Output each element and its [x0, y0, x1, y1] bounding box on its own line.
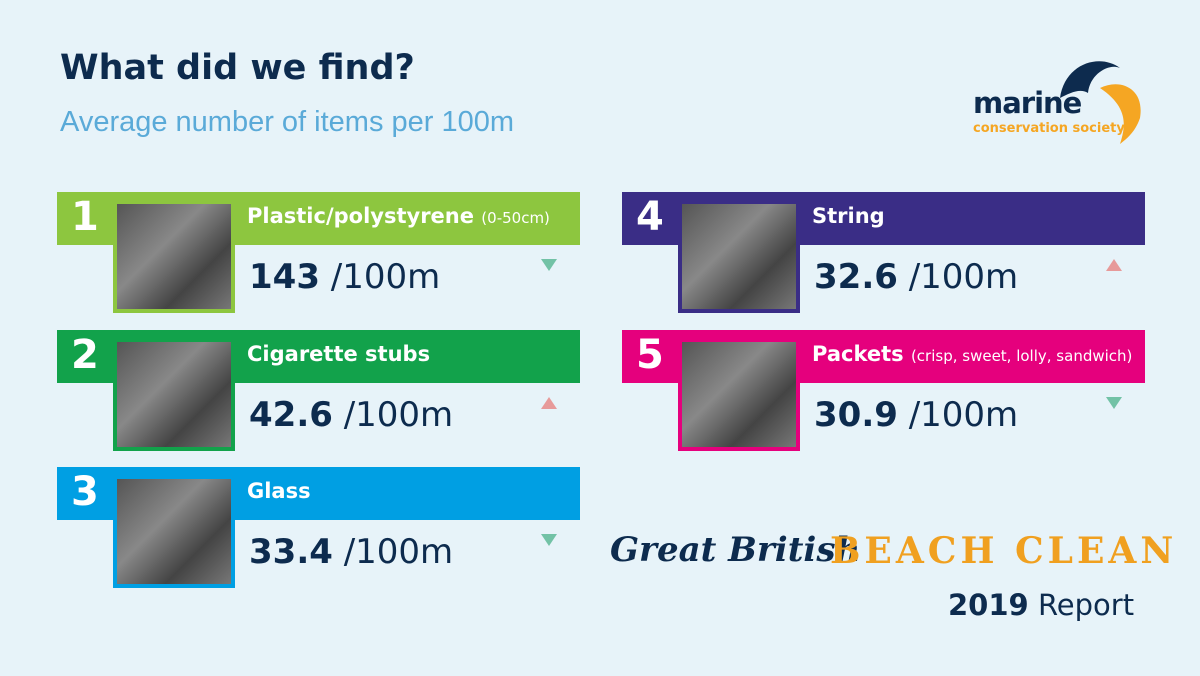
item-name-text: Plastic/polystyrene	[247, 204, 474, 228]
item-name: Plastic/polystyrene (0-50cm)	[247, 204, 550, 228]
footer-year: 2019	[948, 588, 1029, 622]
item-unit: /100m	[330, 257, 441, 297]
item-photo	[113, 338, 235, 451]
item-name-text: Glass	[247, 479, 311, 503]
item-value: 30.9 /100m	[814, 395, 1018, 435]
item-rank: 5	[636, 332, 664, 378]
item-rank: 1	[71, 194, 99, 240]
item-number: 30.9	[814, 395, 898, 435]
logo-dolphin	[1060, 61, 1141, 144]
footer-script: Great British	[610, 530, 861, 570]
item-name: Cigarette stubs	[247, 342, 430, 366]
item-number: 32.6	[814, 257, 898, 297]
trend-arrow	[541, 259, 557, 271]
trend-arrow	[1106, 259, 1122, 271]
item-photo	[678, 338, 800, 451]
item-value: 32.6 /100m	[814, 257, 1018, 297]
subtitle: Average number of items per 100m	[60, 106, 515, 138]
item-name: Glass	[247, 479, 311, 503]
trend-arrow	[541, 534, 557, 546]
item-number: 143	[249, 257, 320, 297]
trend-arrow	[541, 397, 557, 409]
title: What did we find?	[60, 48, 415, 88]
footer-event: BEACH CLEAN	[830, 530, 1178, 572]
item-rank: 2	[71, 332, 99, 378]
item-photo	[113, 475, 235, 588]
item-name-text: Packets	[812, 342, 904, 366]
trend-arrow	[1106, 397, 1122, 409]
footer-report-word: Report	[1037, 588, 1135, 622]
item-value: 33.4 /100m	[249, 532, 453, 572]
item-unit: /100m	[343, 395, 454, 435]
item-unit: /100m	[908, 395, 1019, 435]
logo-tagline: conservation society	[973, 121, 1125, 136]
item-rank: 3	[71, 469, 99, 515]
item-note: (crisp, sweet, lolly, sandwich)	[910, 347, 1133, 365]
footer-report: 2019 Report	[948, 588, 1134, 622]
item-name: String	[812, 204, 885, 228]
item-rank: 4	[636, 194, 664, 240]
logo-name: marine	[973, 86, 1082, 120]
item-name: Packets (crisp, sweet, lolly, sandwich)	[812, 342, 1132, 366]
item-value: 42.6 /100m	[249, 395, 453, 435]
item-unit: /100m	[908, 257, 1019, 297]
item-number: 42.6	[249, 395, 333, 435]
item-number: 33.4	[249, 532, 333, 572]
item-value: 143 /100m	[249, 257, 440, 297]
item-unit: /100m	[343, 532, 454, 572]
item-name-text: Cigarette stubs	[247, 342, 431, 366]
item-photo	[113, 200, 235, 313]
item-name-text: String	[812, 204, 885, 228]
item-note: (0-50cm)	[481, 209, 550, 227]
item-photo	[678, 200, 800, 313]
